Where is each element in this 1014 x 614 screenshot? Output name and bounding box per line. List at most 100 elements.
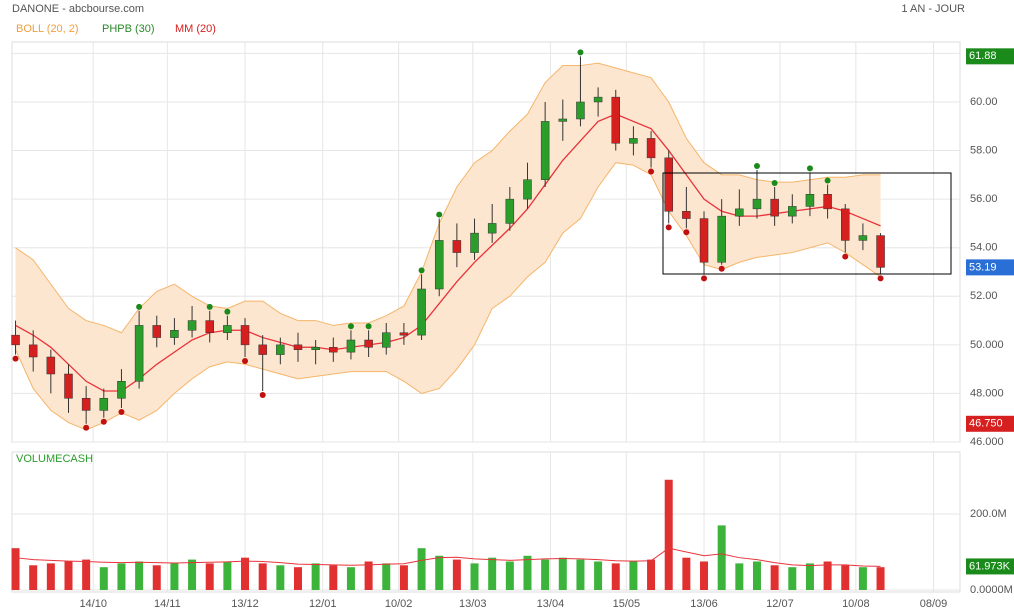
signal-up bbox=[347, 323, 354, 330]
legend-mm: MM (20) bbox=[175, 23, 216, 35]
volume-tag-bg bbox=[966, 558, 1014, 575]
volume-bar bbox=[788, 567, 797, 590]
volume-bar bbox=[135, 561, 144, 590]
candle-body bbox=[717, 215, 726, 263]
candle-body bbox=[682, 211, 691, 219]
candle-body bbox=[311, 347, 320, 350]
volume-bar bbox=[717, 525, 726, 590]
candle-body bbox=[593, 96, 603, 103]
volume-tag: 61.973K bbox=[969, 560, 1011, 572]
candle-body bbox=[752, 198, 762, 210]
v-tick-label: 200.0M bbox=[970, 508, 1007, 520]
candle-body bbox=[434, 240, 444, 290]
volume-bar bbox=[117, 563, 126, 590]
candle-body bbox=[346, 339, 356, 353]
volume-average bbox=[15, 547, 881, 567]
y-tick-label: 56.00 bbox=[970, 193, 998, 205]
signal-down bbox=[100, 418, 107, 425]
volume-bar bbox=[611, 563, 620, 590]
volume-bar bbox=[223, 561, 232, 590]
volume-bar bbox=[258, 563, 267, 590]
candle-body bbox=[28, 344, 38, 358]
x-tick-label: 12/07 bbox=[766, 598, 794, 610]
volume-bar bbox=[629, 561, 638, 590]
x-tick-label: 10/08 bbox=[842, 598, 870, 610]
candle-body bbox=[329, 347, 338, 353]
candle-body bbox=[364, 339, 373, 348]
volume-bar bbox=[170, 563, 179, 590]
volume-bar bbox=[293, 567, 302, 590]
signal-down bbox=[718, 265, 725, 272]
signal-up bbox=[436, 211, 443, 218]
y-tick-label: 54.00 bbox=[970, 242, 998, 254]
signal-up bbox=[136, 303, 143, 310]
volume-bar bbox=[523, 555, 532, 590]
candle-body bbox=[876, 235, 885, 268]
volume-bar bbox=[541, 559, 550, 590]
signal-down bbox=[877, 275, 884, 282]
signal-down bbox=[683, 229, 690, 236]
volume-bar bbox=[311, 563, 320, 590]
y-tick-label: 50.000 bbox=[970, 339, 1004, 351]
volume-bar bbox=[99, 567, 108, 590]
high-tag: 61.88 bbox=[969, 50, 997, 62]
candle-body bbox=[646, 138, 656, 159]
candle-body bbox=[46, 356, 56, 375]
volume-bar bbox=[11, 548, 20, 590]
volume-bar bbox=[152, 565, 161, 590]
high-tag-bg bbox=[966, 48, 1014, 65]
y-tick-label: 48.000 bbox=[970, 387, 1004, 399]
candle-body bbox=[258, 344, 267, 355]
candle-body bbox=[187, 320, 197, 331]
candle-body bbox=[487, 223, 497, 234]
volume-bar bbox=[805, 563, 814, 590]
candle-body bbox=[823, 194, 832, 210]
volume-bar bbox=[558, 557, 567, 590]
candle-body bbox=[558, 118, 568, 122]
volume-frame bbox=[11, 451, 961, 593]
candle-body bbox=[417, 288, 426, 336]
candle-body bbox=[276, 344, 285, 355]
x-tick-label: 14/11 bbox=[154, 598, 181, 610]
signal-up bbox=[753, 162, 760, 169]
volume-bar bbox=[452, 559, 461, 590]
x-tick-label: 13/04 bbox=[537, 598, 565, 610]
candle-body bbox=[805, 194, 815, 207]
signal-down bbox=[259, 391, 266, 398]
low-tag: 46.750 bbox=[969, 418, 1003, 430]
volume-bar bbox=[241, 557, 250, 590]
candle-body bbox=[11, 334, 20, 346]
bollinger-lower bbox=[15, 162, 881, 431]
volume-bar bbox=[470, 563, 479, 590]
signal-up bbox=[806, 165, 813, 172]
signal-down bbox=[648, 168, 655, 175]
volume-bar bbox=[46, 563, 55, 590]
bollinger-upper bbox=[15, 62, 881, 334]
volume-bar bbox=[435, 555, 444, 590]
x-tick-label: 14/10 bbox=[79, 598, 107, 610]
candle-body bbox=[81, 398, 91, 411]
signal-up bbox=[365, 323, 372, 330]
candle-body bbox=[134, 325, 144, 382]
volume-bar bbox=[770, 565, 779, 590]
signal-down bbox=[118, 408, 125, 415]
signal-up bbox=[206, 303, 213, 310]
volume-bar bbox=[647, 559, 656, 590]
signal-down bbox=[242, 357, 249, 364]
volume-bar bbox=[841, 565, 850, 590]
legend-phpb: PHPB (30) bbox=[102, 23, 155, 35]
last-tag: 53.19 bbox=[969, 261, 997, 273]
candle-body bbox=[735, 208, 744, 217]
volume-bar bbox=[205, 563, 214, 590]
candle-body bbox=[523, 179, 532, 200]
volume-bar bbox=[364, 561, 373, 590]
candle-body bbox=[770, 198, 779, 217]
signal-up bbox=[824, 177, 831, 184]
candle-body bbox=[382, 332, 391, 348]
signal-down bbox=[665, 224, 672, 231]
candle-body bbox=[99, 398, 109, 411]
y-tick-label: 58.00 bbox=[970, 144, 998, 156]
candle-body bbox=[576, 101, 585, 120]
candle-body bbox=[223, 325, 232, 333]
